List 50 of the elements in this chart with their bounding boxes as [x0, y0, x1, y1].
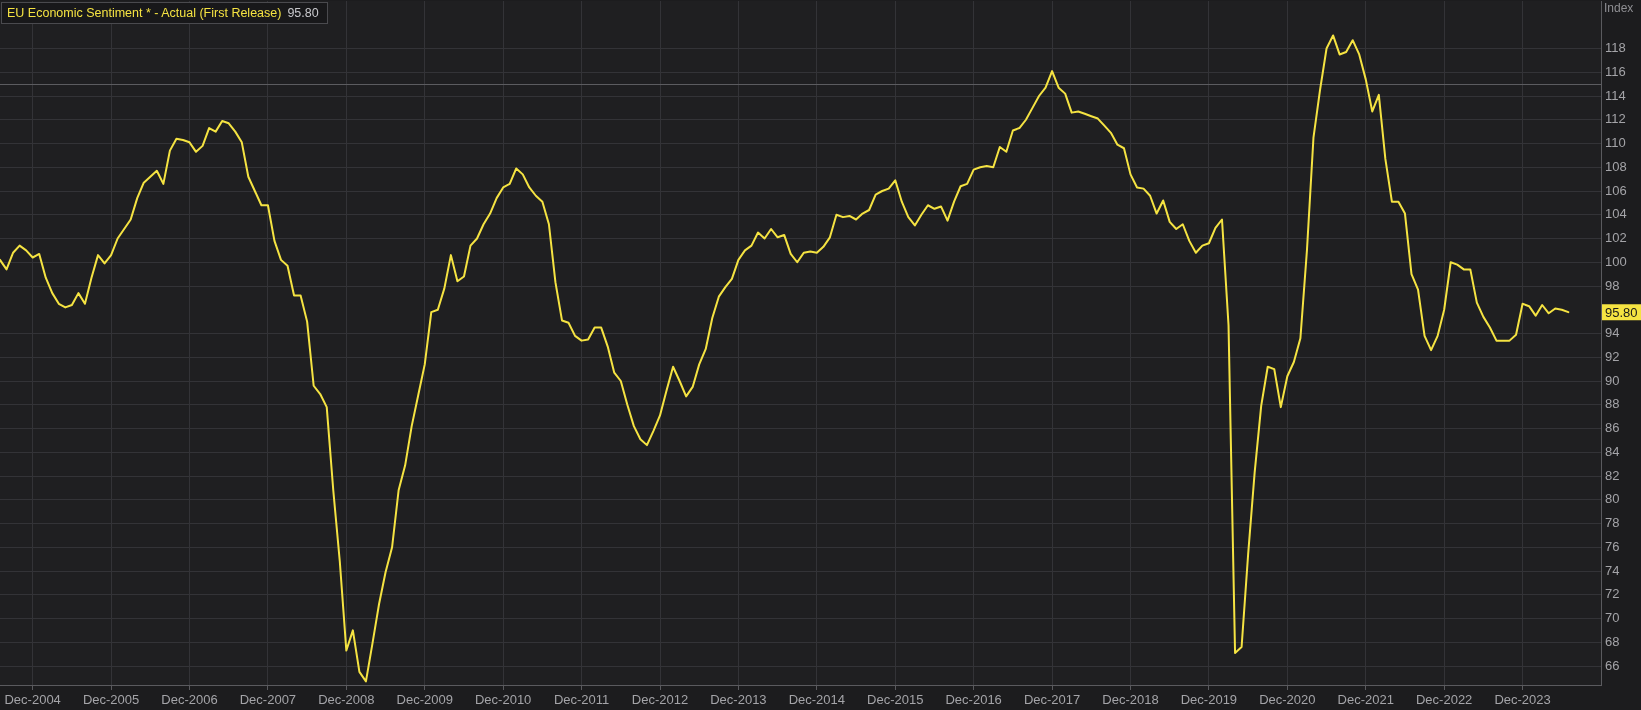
y-tick-label: 70	[1605, 610, 1620, 626]
y-tick-label: 116	[1605, 63, 1626, 79]
x-tick-label: Dec-2011	[553, 692, 610, 708]
y-tick-label: 106	[1605, 182, 1627, 198]
y-tick-label: 86	[1605, 420, 1620, 436]
x-tick-label: Dec-2008	[318, 692, 375, 708]
y-tick-label: 94	[1605, 325, 1620, 341]
x-tick-label: Dec-2023	[1494, 692, 1551, 708]
x-tick-label: Dec-2005	[82, 692, 140, 708]
x-tick-label: Dec-2004	[4, 692, 61, 708]
y-tick-label: 88	[1605, 396, 1620, 412]
x-tick-label: Dec-2012	[631, 692, 689, 708]
y-tick-label: 80	[1605, 491, 1620, 507]
y-tick-label: 118	[1605, 40, 1626, 56]
y-tick-label: 104	[1605, 206, 1627, 222]
annotation: 95.80	[1605, 304, 1638, 320]
x-tick-label: Dec-2016	[945, 692, 1002, 708]
y-tick-label: 66	[1605, 657, 1620, 673]
y-tick-label: 68	[1605, 633, 1620, 649]
y-tick-label: 82	[1605, 467, 1620, 483]
text: EU Economic Sentiment * - Actual (First Release)	[7, 6, 282, 20]
y-tick-label: 84	[1605, 443, 1620, 459]
x-tick-label: Dec-2022	[1415, 692, 1473, 708]
y-tick-label: 100	[1605, 253, 1627, 269]
annotation: 95.80	[287, 6, 319, 20]
x-tick-label: Dec-2017	[1023, 692, 1081, 708]
x-tick-label: Dec-2013	[710, 692, 767, 708]
y-axis-title: Index	[1604, 1, 1634, 16]
x-tick-label: Dec-2019	[1180, 692, 1238, 708]
y-tick-label: 112	[1605, 111, 1626, 127]
y-tick-label: 114	[1605, 87, 1626, 103]
y-tick-label: 92	[1605, 348, 1620, 364]
y-tick-label: 76	[1605, 538, 1620, 554]
x-tick-label: Dec-2015	[867, 692, 924, 708]
x-tick-label: Dec-2010	[474, 692, 532, 708]
x-tick-label: Dec-2021	[1337, 692, 1394, 708]
x-tick-label: Dec-2014	[788, 692, 846, 708]
y-tick-label: 110	[1605, 135, 1626, 151]
y-tick-label: 98	[1605, 277, 1620, 293]
x-tick-label: Dec-2006	[161, 692, 218, 708]
x-tick-label: Dec-2018	[1102, 692, 1159, 708]
x-tick-label: Dec-2007	[239, 692, 297, 708]
x-tick-label: Dec-2009	[396, 692, 453, 708]
y-tick-label: 72	[1605, 586, 1620, 602]
y-tick-label: 78	[1605, 515, 1620, 531]
y-tick-label: 108	[1605, 158, 1627, 174]
x-tick-label: Dec-2020	[1259, 692, 1316, 708]
y-tick-label: 74	[1605, 562, 1620, 578]
y-tick-label: 90	[1605, 372, 1620, 388]
y-tick-label: 102	[1605, 230, 1627, 246]
